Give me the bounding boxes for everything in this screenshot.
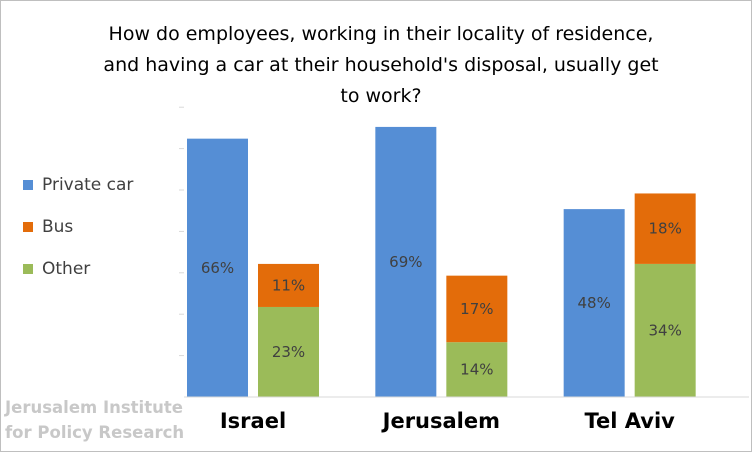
data-label-bus-israel: 11% [272,276,305,294]
legend-swatch-other [23,264,33,274]
legend-swatch-private-car [23,180,33,190]
bar-other-tel-aviv [634,263,696,397]
legend-swatch-bus [23,222,33,232]
legend-item-bus: Bus [23,217,183,237]
bar-bus-jerusalem [446,275,508,343]
data-label-private-car-jerusalem: 69% [389,253,422,271]
watermark-line-1: Jerusalem Institute [5,398,183,417]
bar-private-car-jerusalem [375,126,437,398]
data-label-private-car-tel-aviv: 48% [577,294,610,312]
watermark: Jerusalem Institute for Policy Research [5,395,184,445]
y-axis-ticks [179,106,184,357]
bar-bus-israel [258,263,319,307]
data-label-other-tel-aviv: 34% [648,321,681,339]
data-label-bus-jerusalem: 17% [460,300,493,318]
chart-title: How do employees, working in their local… [103,23,659,107]
legend-label-other: Other [42,259,91,279]
bar-private-car-tel-aviv [563,209,625,397]
legend-item-private-car: Private car [23,175,183,195]
data-label-private-car-israel: 66% [201,259,234,277]
watermark-line-2: for Policy Research [5,423,185,442]
category-label-israel: Israel [220,409,286,433]
category-label-tel-aviv: Tel Aviv [584,409,675,433]
bar-other-israel [258,306,319,397]
bars-group: 66% 23% 11% 69% 14% 17% 48% 34% 18% [187,126,696,398]
data-label-other-israel: 23% [272,343,305,361]
legend-label-bus: Bus [42,217,74,237]
data-label-other-jerusalem: 14% [460,361,493,379]
category-label-jerusalem: Jerusalem [381,409,500,433]
category-labels: Israel Jerusalem Tel Aviv [220,409,675,433]
data-label-bus-tel-aviv: 18% [648,220,681,238]
bar-bus-tel-aviv [634,193,696,264]
bar-other-jerusalem [446,342,508,397]
legend-item-other: Other [23,259,183,279]
bar-private-car-israel [187,138,248,397]
legend-label-private-car: Private car [42,175,134,195]
